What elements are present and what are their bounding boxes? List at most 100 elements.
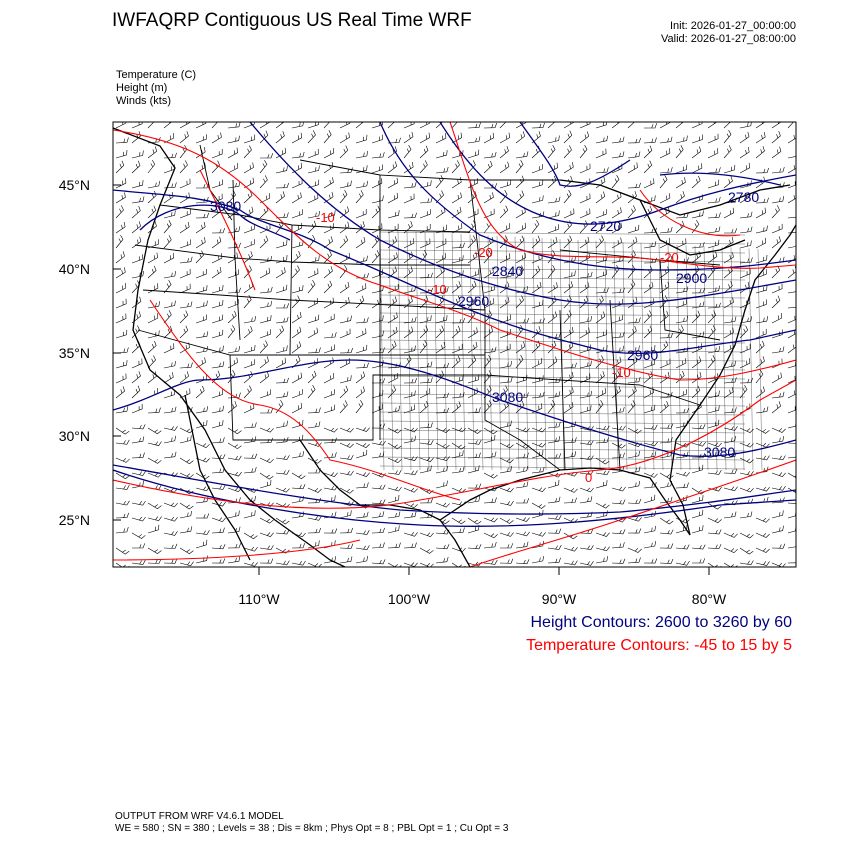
county-borders <box>379 229 763 471</box>
wind-barb <box>259 356 269 369</box>
county-line <box>379 312 746 317</box>
wind-barb <box>771 346 785 354</box>
wind-barb <box>419 238 431 249</box>
wind-barb <box>387 252 398 264</box>
variable-temperature: Temperature (C) <box>116 69 197 81</box>
wind-barb <box>531 502 546 509</box>
wind-barb <box>739 442 754 448</box>
county-line <box>478 234 484 471</box>
wind-barb <box>179 472 194 479</box>
wind-barb <box>323 511 337 519</box>
wind-barb <box>307 220 317 234</box>
wind-barb <box>499 132 510 144</box>
wind-barb <box>531 122 545 129</box>
wind-barb <box>291 122 304 129</box>
wind-barb <box>739 257 753 264</box>
wind-barb <box>403 435 416 444</box>
wind-barb <box>643 160 653 174</box>
county-line <box>712 246 718 471</box>
wind-barb <box>387 340 397 354</box>
wind-barb <box>739 316 753 324</box>
wind-barb <box>579 145 588 159</box>
wind-barb <box>291 472 306 480</box>
wind-barb <box>307 457 322 464</box>
wind-barb <box>243 546 258 552</box>
wind-barb <box>627 182 641 189</box>
wind-barb <box>563 371 574 384</box>
wind-barb <box>403 238 415 249</box>
county-line <box>379 465 746 470</box>
wind-barb <box>467 544 482 550</box>
wind-barb <box>467 387 478 399</box>
wind-barb <box>115 547 130 555</box>
wind-barb <box>275 547 290 554</box>
wind-barb <box>499 385 508 399</box>
wind-barb <box>771 265 781 279</box>
wind-barb <box>547 356 558 369</box>
wind-barb <box>451 375 464 384</box>
wind-barb <box>211 405 224 414</box>
wind-barb <box>147 180 160 189</box>
wind-barb <box>611 287 625 294</box>
wind-barb <box>323 332 337 339</box>
wind-barb <box>115 347 129 354</box>
wind-barb <box>115 221 126 234</box>
wind-barb <box>643 359 655 369</box>
wind-barb <box>595 135 608 144</box>
wind-barb <box>179 222 190 234</box>
wind-barb <box>275 502 290 508</box>
wind-barb <box>259 371 270 384</box>
plot-title: IWFAQRP Contiguous US Real Time WRF <box>112 10 472 31</box>
county-line <box>541 238 547 471</box>
wind-barb <box>595 122 608 129</box>
wind-barb <box>787 195 796 204</box>
wind-barb <box>531 442 546 448</box>
wind-barb <box>179 388 191 399</box>
wind-barb <box>115 149 128 159</box>
wind-barb <box>707 285 720 294</box>
wind-barb <box>499 146 509 159</box>
wind-barb <box>531 466 545 474</box>
wind-barb <box>419 400 429 414</box>
wind-barb <box>499 457 514 464</box>
wind-barb <box>259 408 274 414</box>
wind-barb <box>243 453 258 459</box>
wind-barb <box>579 236 590 249</box>
wind-barb <box>739 147 750 159</box>
wind-barb <box>707 529 722 535</box>
wind-barb <box>659 311 669 324</box>
wind-barb <box>115 192 126 204</box>
wind-barb <box>419 487 434 494</box>
wind-barb <box>531 449 544 459</box>
wind-barb <box>451 527 465 534</box>
wind-barb <box>467 251 478 264</box>
wind-barb <box>307 515 322 521</box>
wind-barb <box>179 310 189 324</box>
wind-barb <box>643 241 657 249</box>
wind-barb <box>723 130 732 144</box>
wind-barb <box>723 532 738 538</box>
wind-barb <box>563 327 574 339</box>
wind-barb <box>755 406 769 414</box>
wind-barb <box>675 164 688 174</box>
wind-barb <box>403 542 417 549</box>
wind-barb <box>387 562 402 567</box>
wind-barb <box>387 210 400 219</box>
wind-barb <box>371 484 386 490</box>
wind-barb <box>659 148 671 159</box>
wind-barb <box>451 401 461 414</box>
temperature-label: -10 <box>612 365 631 380</box>
wind-barb <box>547 479 560 489</box>
wind-barb <box>115 472 130 480</box>
wind-barb <box>419 180 432 189</box>
wind-barb <box>195 513 210 519</box>
wind-barb <box>675 442 690 448</box>
wind-barb <box>355 283 367 294</box>
wind-barb <box>419 547 434 554</box>
wind-barb <box>499 271 513 279</box>
county-line <box>379 402 746 407</box>
wind-barb <box>291 355 301 369</box>
wind-barb <box>403 162 414 174</box>
wind-barb <box>115 251 125 264</box>
wind-barb <box>275 517 290 525</box>
